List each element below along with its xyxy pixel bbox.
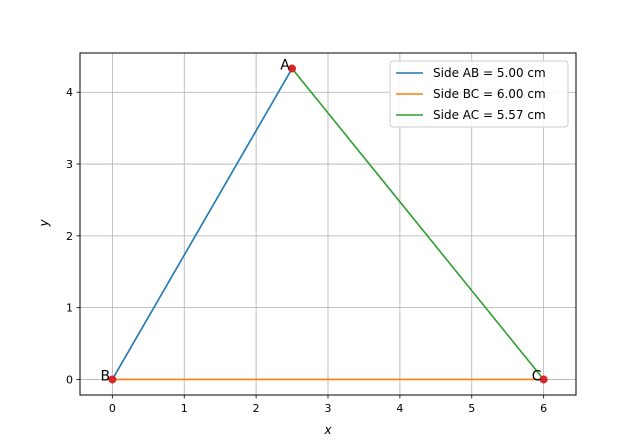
- x-tick-label: 5: [468, 402, 475, 415]
- vertex-point-a: [288, 64, 297, 73]
- x-tick-label: 3: [325, 402, 332, 415]
- y-tick-label: 4: [66, 86, 73, 99]
- ticks: 0 1 2 3 4 5 6 0 1 2 3 4: [66, 86, 547, 415]
- series-line-2: [291, 68, 545, 380]
- x-tick-label: 1: [181, 402, 188, 415]
- vertex-label-a: A: [280, 58, 290, 74]
- vertex-point-c: [539, 375, 548, 384]
- vertex-point-b: [108, 375, 117, 384]
- series-lines: [111, 68, 545, 381]
- legend-label-2: Side AC = 5.57 cm: [433, 108, 546, 122]
- legend: Side AB = 5.00 cm Side BC = 6.00 cm Side A…: [389, 60, 569, 128]
- x-tick-label: 4: [396, 402, 403, 415]
- vertices: A B C: [101, 58, 548, 384]
- y-tick-label: 2: [66, 230, 73, 243]
- series-line-0: [111, 68, 293, 380]
- x-axis-label: x: [323, 423, 332, 437]
- y-axis-label: y: [37, 219, 51, 228]
- vertex-label-c: C: [532, 368, 542, 384]
- legend-label-0: Side AB = 5.00 cm: [433, 66, 546, 80]
- y-tick-label: 1: [66, 302, 73, 315]
- x-tick-label: 0: [109, 402, 116, 415]
- vertex-label-b: B: [101, 368, 111, 384]
- legend-label-1: Side BC = 6.00 cm: [433, 87, 546, 101]
- x-tick-label: 2: [253, 402, 260, 415]
- x-tick-label: 6: [540, 402, 547, 415]
- y-tick-label: 3: [66, 158, 73, 171]
- legend-box: [389, 60, 569, 128]
- y-tick-label: 0: [66, 373, 73, 386]
